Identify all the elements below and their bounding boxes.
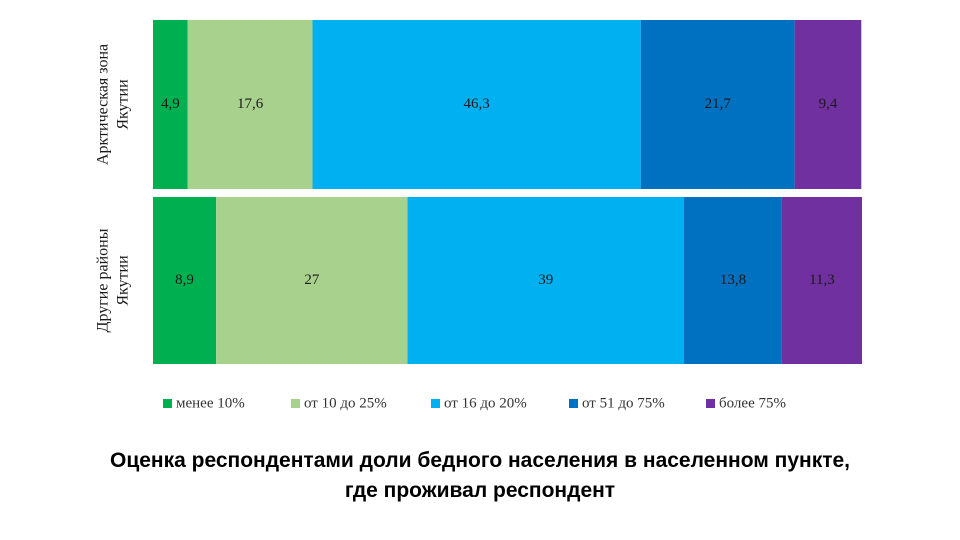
data-label-1-5: 9,4 xyxy=(819,96,838,112)
legend-swatch-1 xyxy=(163,399,172,408)
bar-segment-2-1 xyxy=(153,197,217,364)
legend-label-5: более 75% xyxy=(719,395,786,411)
legend-swatch-4 xyxy=(569,399,578,408)
category-label-line-1-2: Якутии xyxy=(115,79,132,130)
caption-line-1: Оценка респондентами доли бедного населе… xyxy=(109,449,850,472)
bar-segment-1-2 xyxy=(187,20,313,189)
bar-segment-1-5 xyxy=(794,20,862,189)
category-label-line-2-2: Якутии xyxy=(115,255,132,306)
data-label-2-2: 27 xyxy=(304,272,320,288)
legend-label-3: от 16 до 20% xyxy=(444,395,527,411)
bar-segment-2-2 xyxy=(216,197,408,364)
bar-segment-1-4 xyxy=(640,20,795,189)
legend-label-2: от 10 до 25% xyxy=(304,395,387,411)
data-label-2-5: 11,3 xyxy=(809,272,835,288)
category-label-1: Арктическая зона Якутии xyxy=(95,44,132,165)
category-label-line-1-1: Арктическая зона xyxy=(95,44,112,165)
bar-segment-1-1 xyxy=(153,20,188,189)
legend-label-1: менее 10% xyxy=(176,395,245,411)
data-label-2-3: 39 xyxy=(538,272,553,288)
data-label-1-1: 4,9 xyxy=(161,96,180,112)
legend-swatch-3 xyxy=(431,399,440,408)
data-label-2-4: 13,8 xyxy=(720,272,746,288)
legend-label-4: от 51 до 75% xyxy=(582,395,665,411)
legend-swatch-2 xyxy=(291,399,300,408)
bar-segment-2-5 xyxy=(781,197,862,364)
bar-segment-2-4 xyxy=(684,197,782,364)
data-label-1-4: 21,7 xyxy=(705,96,732,112)
category-label-2: Другие районы Якутии xyxy=(95,228,132,332)
data-label-2-1: 8,9 xyxy=(175,272,194,288)
caption-line-2: где проживал респондент xyxy=(344,479,616,502)
category-label-line-2-1: Другие районы xyxy=(95,228,112,332)
data-label-1-3: 46,3 xyxy=(464,96,490,112)
data-label-1-2: 17,6 xyxy=(237,96,264,112)
bar-segment-2-3 xyxy=(407,197,685,364)
chart-caption: Оценка респондентами доли бедного населе… xyxy=(0,446,960,506)
legend-swatch-5 xyxy=(706,399,715,408)
bar-segment-1-3 xyxy=(312,20,641,189)
